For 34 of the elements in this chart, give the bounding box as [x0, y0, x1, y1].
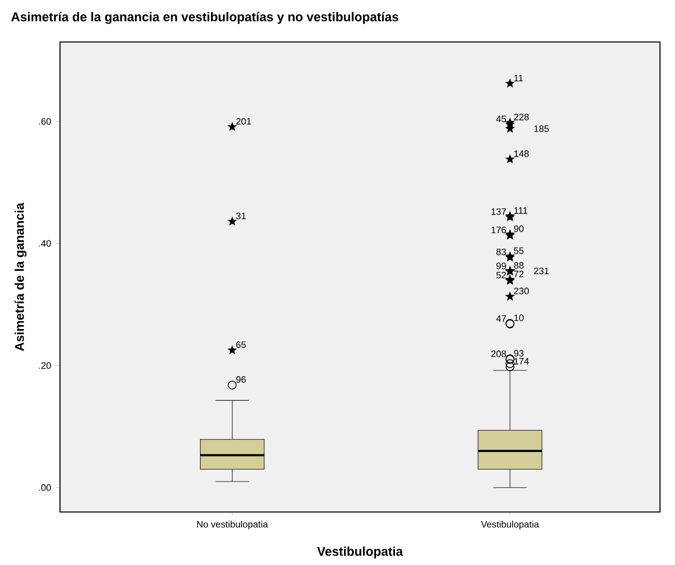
- annotation: 93: [514, 350, 524, 357]
- y-axis-title: Asimetría de la ganancia: [14, 202, 26, 351]
- annotation: 99: [496, 262, 506, 270]
- annotation: 228: [514, 114, 529, 120]
- annotation: 55: [514, 247, 524, 254]
- annotation: 230: [514, 288, 529, 294]
- x-tick-label: No vestibulopatia: [197, 520, 268, 530]
- annotation: 88: [514, 262, 524, 269]
- annotation: 72: [514, 270, 524, 278]
- annotation: 111: [514, 207, 528, 214]
- annotation: 83: [496, 248, 506, 256]
- chart-title: Asimetría de la ganancia en vestibulopatías y no vestibulopatías: [11, 12, 398, 24]
- annotation: 231: [534, 268, 549, 274]
- annotation: 90: [514, 225, 524, 232]
- annotation: 65: [236, 341, 246, 348]
- annotation: 201: [236, 118, 251, 125]
- y-tick-label: .00: [39, 484, 51, 491]
- annotation: 176: [492, 226, 506, 234]
- annotation: 31: [236, 212, 246, 220]
- annotation: 208: [491, 350, 506, 358]
- y-tick-label: .40: [39, 240, 51, 247]
- annotation: 148: [514, 150, 529, 157]
- x-axis-title: Vestibulopatia: [317, 546, 404, 558]
- annotation: 47: [496, 315, 506, 322]
- annotation: 96: [236, 376, 246, 383]
- annotation: 137: [492, 208, 506, 215]
- y-tick-label: .60: [39, 118, 51, 125]
- annotation: 185: [534, 125, 549, 132]
- annotation: 45: [496, 116, 506, 122]
- y-tick-label: .20: [39, 362, 51, 369]
- annotation: 11: [514, 74, 523, 82]
- annotation: 174: [514, 358, 529, 364]
- annotation: 10: [514, 314, 524, 322]
- annotation: 52: [496, 272, 506, 278]
